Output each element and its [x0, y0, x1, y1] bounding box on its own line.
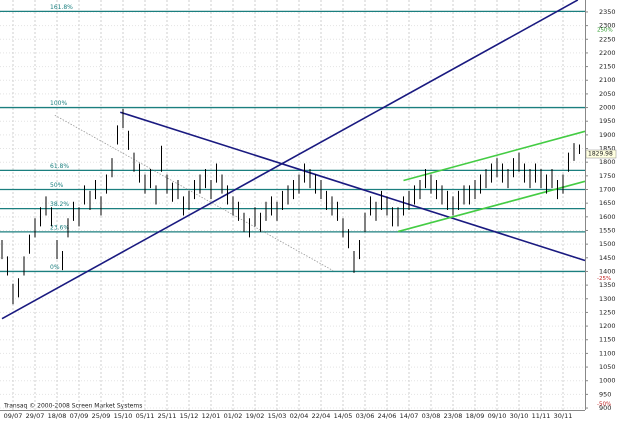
trendline	[1, 0, 579, 320]
trendline	[403, 130, 586, 182]
y-tick-label: 1850	[599, 145, 616, 153]
y-tick-label: 1700	[599, 186, 616, 194]
x-tick-label: 02/04	[290, 412, 309, 420]
fib-label: 23.6%	[50, 224, 69, 231]
x-tick-label: 15/10	[114, 412, 133, 420]
y-tick-label: 2200	[599, 49, 616, 57]
x-tick-label: 09/07	[4, 412, 23, 420]
side-label: -50%	[597, 401, 611, 407]
y-tick-label: 1650	[599, 199, 616, 207]
y-tick-label: 1300	[599, 295, 616, 303]
x-tick-label: 15/03	[268, 412, 287, 420]
y-tick-label: 1500	[599, 240, 616, 248]
x-tick-label: 14/05	[334, 412, 353, 420]
x-tick-label: 29/07	[26, 412, 45, 420]
y-tick-label: 1900	[599, 131, 616, 139]
x-tick-label: 01/02	[224, 412, 243, 420]
x-tick-label: 19/02	[246, 412, 265, 420]
y-tick-label: 2050	[599, 90, 616, 98]
last-price-box	[585, 149, 617, 159]
y-tick-label: 1600	[599, 213, 616, 221]
fib-label: 61.8%	[50, 163, 69, 170]
y-tick-label: 1950	[599, 117, 616, 125]
x-tick-label: 18/08	[48, 412, 67, 420]
x-tick-label: 11/11	[532, 412, 551, 420]
x-tick-label: 23/08	[444, 412, 463, 420]
last-price-label: 1829.98	[588, 151, 613, 158]
trendline	[397, 180, 586, 233]
fib-label: 100%	[50, 100, 67, 107]
x-tick-label: 18/09	[466, 412, 485, 420]
y-tick-label: 2250	[599, 35, 616, 43]
y-tick-label: 1350	[599, 281, 616, 289]
x-tick-label: 07/09	[70, 412, 89, 420]
x-tick-label: 09/10	[488, 412, 507, 420]
x-tick-label: 25/09	[92, 412, 111, 420]
x-tick-label: 03/06	[356, 412, 375, 420]
trendline	[120, 111, 586, 262]
x-tick-label: 25/11	[158, 412, 177, 420]
x-tick-label: 14/07	[400, 412, 419, 420]
y-tick-label: 900	[599, 404, 611, 412]
y-tick-label: 2000	[599, 104, 616, 112]
x-tick-label: 03/08	[422, 412, 441, 420]
y-tick-label: 1050	[599, 363, 616, 371]
y-tick-label: 1000	[599, 377, 616, 385]
fib-label: 161.8%	[50, 4, 73, 11]
y-tick-label: 2150	[599, 63, 616, 71]
y-tick-label: 1100	[599, 349, 616, 357]
y-tick-label: 2300	[599, 22, 616, 30]
fib-label: 38.2%	[50, 201, 69, 208]
y-tick-label: 1150	[599, 336, 616, 344]
x-tick-label: 30/10	[510, 412, 529, 420]
y-tick-label: 1800	[599, 158, 616, 166]
y-tick-label: 1450	[599, 254, 616, 262]
x-tick-label: 24/06	[378, 412, 397, 420]
side-label: 250%	[597, 27, 613, 33]
fib-label: 50%	[50, 182, 64, 189]
side-label: -25%	[597, 276, 611, 282]
x-tick-label: 30/11	[554, 412, 573, 420]
x-tick-label: 05/11	[136, 412, 155, 420]
y-tick-label: 950	[599, 390, 611, 398]
x-tick-label: 15/12	[180, 412, 199, 420]
x-tick-label: 12/01	[202, 412, 221, 420]
y-tick-label: 1400	[599, 267, 616, 275]
y-tick-label: 2350	[599, 8, 616, 16]
y-tick-label: 1550	[599, 226, 616, 234]
x-tick-label: 22/04	[312, 412, 331, 420]
y-tick-label: 2100	[599, 76, 616, 84]
trendline	[54, 114, 334, 271]
y-tick-label: 1200	[599, 322, 616, 330]
copyright: Transaq © 2000-2008 Screen Market System…	[3, 403, 142, 410]
y-tick-label: 1250	[599, 308, 616, 316]
fib-label: 0%	[50, 264, 60, 271]
y-tick-label: 1750	[599, 172, 616, 180]
